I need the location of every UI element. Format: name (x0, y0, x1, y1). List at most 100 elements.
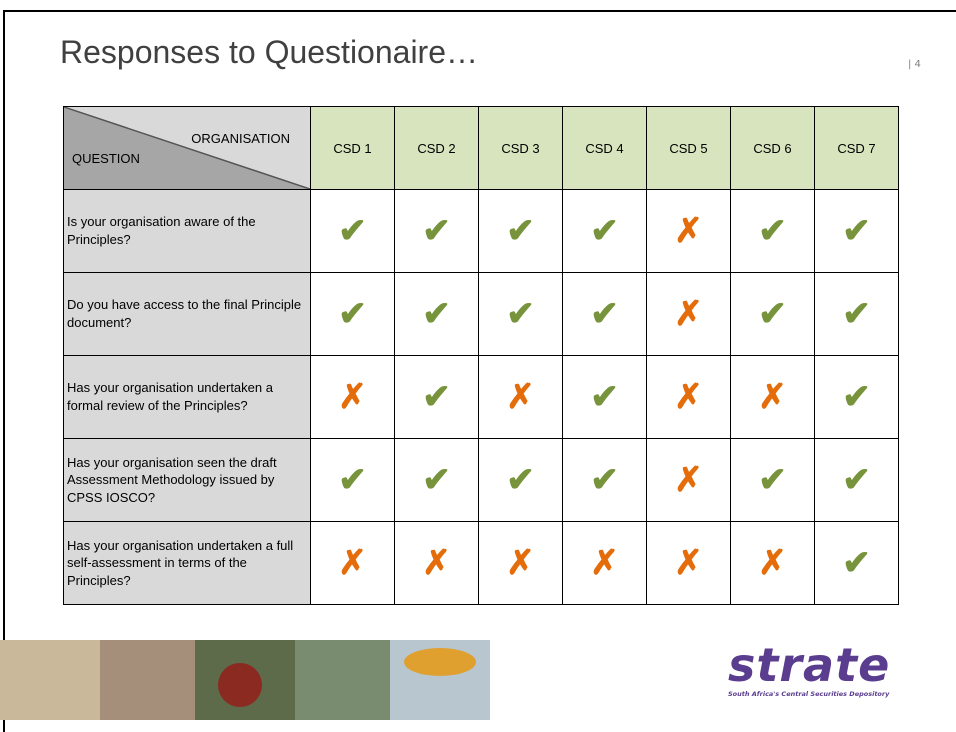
slide-frame (3, 10, 956, 732)
slide-title: Responses to Questionaire… (60, 34, 478, 70)
answer-mark: ✗ (674, 461, 703, 499)
answer-mark: ✔ (338, 461, 367, 499)
figure (218, 663, 262, 707)
page-number: | 4 (908, 59, 921, 70)
answer-cell: ✔ (562, 272, 647, 356)
answer-cell: ✗ (394, 521, 479, 605)
answer-mark: ✗ (338, 378, 367, 416)
answer-cell: ✔ (814, 521, 899, 605)
column-header: CSD 7 (814, 106, 899, 190)
question: Has your organisation undertaken a full … (63, 521, 311, 605)
answer-mark: ✔ (842, 378, 871, 416)
answer-mark: ✔ (590, 212, 619, 250)
answer-mark: ✗ (758, 378, 787, 416)
answer-mark: ✔ (590, 378, 619, 416)
column-header: CSD 3 (478, 106, 563, 190)
answer-cell: ✔ (730, 272, 815, 356)
answer-cell: ✔ (478, 272, 563, 356)
answer-mark: ✗ (674, 544, 703, 582)
answer-mark: ✔ (422, 461, 451, 499)
answer-cell: ✔ (814, 272, 899, 356)
answer-mark: ✗ (674, 378, 703, 416)
question: Is your organisation aware of the Princi… (63, 189, 311, 273)
answer-cell: ✗ (478, 521, 563, 605)
answer-mark: ✔ (422, 295, 451, 333)
column-header: CSD 6 (730, 106, 815, 190)
answer-cell: ✗ (646, 438, 731, 522)
answer-mark: ✔ (842, 295, 871, 333)
question-row: Has your organisation undertaken a full … (63, 521, 899, 605)
answer-mark: ✔ (842, 544, 871, 582)
corner-cell: ORGANISATION QUESTION (63, 106, 311, 190)
question-row: Has your organisation seen the draft Ass… (63, 438, 899, 522)
answer-cell: ✔ (394, 272, 479, 356)
answer-cell: ✔ (814, 355, 899, 439)
question: Has your organisation seen the draft Ass… (63, 438, 311, 522)
column-header: CSD 1 (310, 106, 395, 190)
answer-cell: ✗ (730, 521, 815, 605)
answer-mark: ✔ (422, 378, 451, 416)
answer-cell: ✔ (394, 189, 479, 273)
question-row: Do you have access to the final Principl… (63, 272, 899, 356)
column-header: CSD 2 (394, 106, 479, 190)
answer-mark: ✗ (422, 544, 451, 582)
answer-cell: ✗ (730, 355, 815, 439)
answer-mark: ✔ (506, 461, 535, 499)
corner-top: ORGANISATION (191, 131, 290, 146)
answer-mark: ✗ (338, 544, 367, 582)
answer-mark: ✗ (674, 295, 703, 333)
answer-cell: ✔ (562, 438, 647, 522)
question-row: Is your organisation aware of the Princi… (63, 189, 899, 273)
header-row: ORGANISATION QUESTION CSD 1 CSD 2 CSD 3 CSD 4… (63, 106, 899, 190)
answer-cell: ✔ (394, 438, 479, 522)
answer-mark: ✔ (338, 295, 367, 333)
answer-cell: ✗ (646, 355, 731, 439)
answer-cell: ✔ (310, 272, 395, 356)
corner-diagonal (64, 107, 310, 189)
answer-mark: ✔ (422, 212, 451, 250)
response-table: ORGANISATION QUESTION CSD 1 CSD 2 CSD 3 CSD 4… (63, 106, 899, 605)
answer-mark: ✔ (506, 212, 535, 250)
answer-cell: ✔ (478, 189, 563, 273)
answer-cell: ✗ (310, 521, 395, 605)
answer-mark: ✔ (506, 295, 535, 333)
photo-strip (0, 640, 490, 720)
logo: strate South Africa's Central Securities… (728, 640, 928, 698)
answer-cell: ✗ (478, 355, 563, 439)
answer-cell: ✔ (814, 189, 899, 273)
answer-mark: ✗ (506, 544, 535, 582)
answer-mark: ✔ (842, 212, 871, 250)
logo-tagline: South Africa's Central Securities Deposi… (728, 690, 890, 698)
corner-bottom: QUESTION (72, 151, 140, 166)
answer-cell: ✗ (310, 355, 395, 439)
answer-mark: ✗ (758, 544, 787, 582)
answer-mark: ✗ (506, 378, 535, 416)
answer-cell: ✔ (562, 189, 647, 273)
answer-cell: ✔ (478, 438, 563, 522)
photo (295, 640, 390, 720)
answer-cell: ✔ (310, 189, 395, 273)
answer-mark: ✔ (338, 212, 367, 250)
answer-cell: ✔ (730, 438, 815, 522)
answer-cell: ✔ (730, 189, 815, 273)
answer-cell: ✗ (646, 521, 731, 605)
question: Do you have access to the final Principl… (63, 272, 311, 356)
photo (0, 640, 100, 720)
answer-mark: ✗ (590, 544, 619, 582)
answer-mark: ✔ (842, 461, 871, 499)
answer-mark: ✔ (758, 461, 787, 499)
corner-line (64, 107, 310, 189)
column-header: CSD 4 (562, 106, 647, 190)
logo-name: strate (728, 638, 891, 692)
answer-mark: ✔ (758, 295, 787, 333)
answer-cell: ✗ (646, 189, 731, 273)
answer-mark: ✔ (590, 461, 619, 499)
answer-cell: ✗ (562, 521, 647, 605)
answer-cell: ✔ (310, 438, 395, 522)
answer-cell: ✔ (562, 355, 647, 439)
answer-cell: ✗ (646, 272, 731, 356)
question-row: Has your organisation undertaken a forma… (63, 355, 899, 439)
umbrella (404, 648, 476, 676)
answer-mark: ✔ (758, 212, 787, 250)
